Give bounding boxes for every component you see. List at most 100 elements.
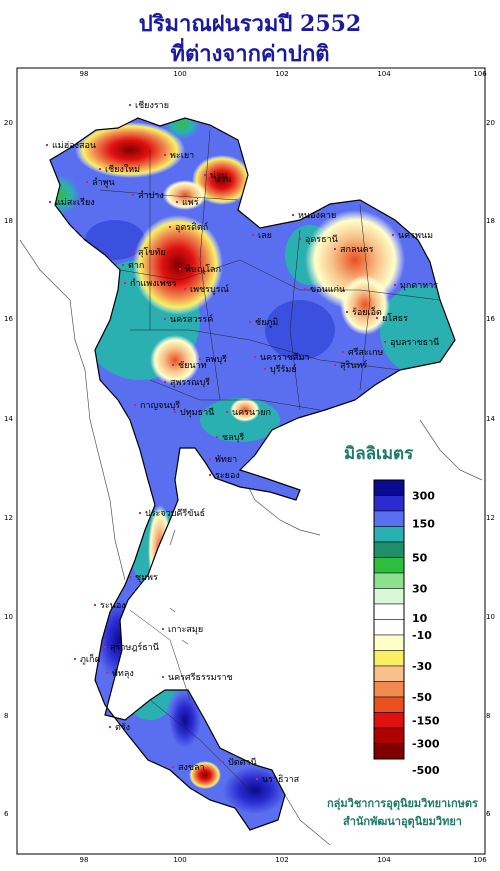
lon-tick-top: 100 [173,70,186,78]
station-marker [292,214,294,216]
lat-tick-left: 14 [4,415,13,423]
place-label: กาญจนบุรี [140,400,180,411]
lon-tick-bottom: 104 [377,856,391,864]
place-label: ตรัง [115,723,130,733]
place-label: ลำปาง [138,190,164,201]
lat-tick-left: 12 [4,514,13,522]
station-marker [222,761,224,763]
color-legend: 300 150 50 30 10 -10 -30 -50 -150 -300 -500 [373,479,440,777]
credit-office: สำนักพัฒนาอุตุนิยมวิทยา [343,815,462,828]
station-marker [199,358,201,360]
place-label: สุโขทัย [138,247,166,258]
station-marker [254,356,256,358]
station-marker [106,672,108,674]
station-marker [252,234,254,236]
lon-tick-top: 98 [80,70,89,78]
place-label: นครนายก [232,408,271,418]
place-label: สุรินทร์ [340,359,367,371]
station-marker [99,168,101,170]
station-marker [49,201,51,203]
station-marker [129,576,131,578]
station-marker [172,766,174,768]
station-marker [129,104,131,106]
credit-department: กลุ่มวิชาการอุตุนิยมวิทยาเกษตร [327,797,478,810]
legend-label: 150 [412,517,435,530]
place-label: ปัตตานี [228,757,257,768]
place-label: กำแพงเพชร [130,278,177,289]
place-label: หนองคาย [298,211,336,221]
map-title: ปริมาณฝนรวมปี 2552 [138,11,362,37]
station-marker [174,411,176,413]
place-label: ประจวบคีรีขันธ์ [145,507,205,519]
station-marker [94,604,96,606]
place-label: เพชรบูรณ์ [190,283,229,295]
lat-tick-left: 18 [4,217,13,225]
place-label: นครสวรรค์ [170,313,213,325]
legend-swatch [373,712,405,729]
station-marker [164,318,166,320]
station-marker [164,381,166,383]
station-marker [134,404,136,406]
place-label: แม่สะเรียง [55,197,95,208]
place-label: พัทยา [215,455,237,465]
place-label: เชียงใหม่ [105,164,140,175]
place-label: ตาก [128,261,144,271]
place-label: ร้อยเอ็ด [352,305,382,318]
station-marker [104,646,106,648]
place-label: เลย [258,231,272,241]
thailand-outline [49,117,456,831]
legend-label: -50 [412,691,432,704]
legend-swatch [373,696,405,713]
place-label: นครราชสีมา [260,352,309,363]
place-label: ลำพูน [92,177,115,188]
station-marker [209,474,211,476]
place-label: ชุมพร [135,573,158,583]
place-label: ลพบุรี [205,354,227,365]
lat-tick-left: 16 [4,315,13,323]
station-marker [179,268,181,270]
station-marker [122,264,124,266]
place-label: สุพรรณบุรี [170,377,210,388]
place-label: ปทุมธานี [180,407,214,418]
lon-tick-bottom: 100 [173,856,186,864]
place-label: ศรีสะเกษ [348,347,383,358]
lat-tick-right: 14 [486,415,495,423]
station-marker [394,284,396,286]
place-label: ชลบุรี [222,432,244,443]
lat-tick-right: 16 [486,315,495,323]
lon-tick-top: 106 [473,70,487,78]
legend-swatch [373,572,405,589]
legend-title: มิลลิเมตร [344,444,414,464]
lon-tick-bottom: 106 [473,856,487,864]
station-marker [226,411,228,413]
place-label: อุดรธานี [305,234,338,245]
station-marker [209,458,211,460]
station-marker [132,251,134,253]
station-marker [132,194,134,196]
place-label: บุรีรัมย์ [270,363,297,375]
station-marker [334,364,336,366]
station-marker [346,311,348,313]
place-label: แพร่ [182,198,199,208]
lat-tick-left: 8 [4,712,8,720]
station-marker [176,201,178,203]
place-label: อุบลราชธานี [390,337,439,348]
lat-tick-right: 10 [486,613,495,621]
place-label: พัทลุง [112,669,134,679]
place-label: น่าน [214,175,231,185]
legend-label: 30 [412,583,428,596]
place-label: สกลนคร [340,245,374,255]
station-marker [162,676,164,678]
legend-label: -150 [412,714,440,727]
station-marker [172,364,174,366]
station-marker [216,436,218,438]
station-marker [164,154,166,156]
station-marker [208,178,210,180]
station-marker [139,512,141,514]
station-marker [169,226,171,228]
legend-swatch [373,681,405,698]
legend-swatch [373,510,405,527]
place-label: แม่ฮ่องสอน [52,141,96,151]
place-label: ระยอง [215,471,240,481]
place-label: สุราษฎร์ธานี [110,641,159,653]
